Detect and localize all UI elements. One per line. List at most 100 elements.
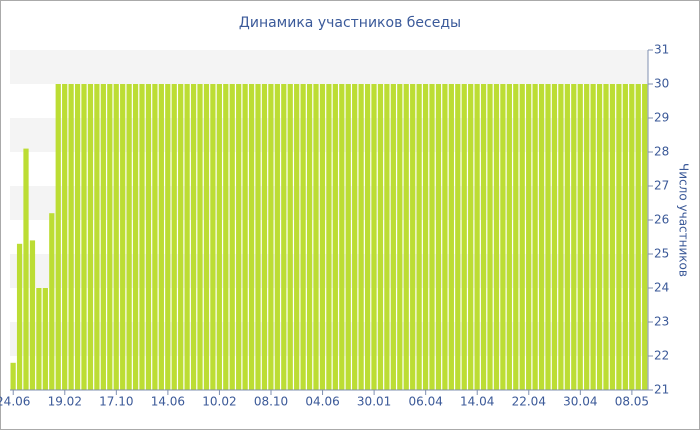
bar (352, 84, 358, 390)
bar (171, 84, 177, 390)
bar (577, 84, 583, 390)
bar (513, 84, 519, 390)
bar (236, 84, 242, 390)
bar (326, 84, 332, 390)
bar (203, 84, 210, 390)
bar (384, 84, 390, 390)
bar (178, 84, 184, 390)
bar (120, 84, 126, 390)
bar (616, 84, 622, 390)
bar (49, 213, 55, 390)
y-tick-label: 26 (654, 213, 669, 227)
bar (145, 84, 152, 390)
x-tick-label: 14.06 (151, 395, 185, 409)
bar (622, 84, 628, 390)
bar (55, 84, 61, 390)
bar (377, 84, 384, 390)
bar (410, 84, 416, 390)
bar (487, 84, 493, 390)
x-tick-label: 30.01 (357, 395, 391, 409)
bar (190, 84, 197, 390)
y-tick-label: 21 (654, 383, 669, 397)
bar (216, 84, 222, 390)
bar (500, 84, 506, 390)
bar (113, 84, 119, 390)
y-tick-label: 23 (654, 315, 669, 329)
bar (545, 84, 551, 390)
bar (468, 84, 474, 390)
bar (564, 84, 570, 390)
bar (16, 243, 23, 390)
bar (87, 84, 94, 390)
x-tick-label: 24.06 (0, 395, 30, 409)
x-tick-label: 30.04 (563, 395, 597, 409)
bar (526, 84, 532, 390)
x-tick-label: 22.04 (512, 395, 546, 409)
bar (139, 84, 145, 390)
bar (397, 84, 403, 390)
bar (403, 84, 409, 390)
bar (364, 84, 371, 390)
bar (68, 84, 74, 390)
bar (455, 84, 461, 390)
bar (422, 84, 429, 390)
bar (62, 84, 68, 390)
bar (642, 84, 648, 390)
bar (571, 84, 577, 390)
bar (416, 84, 422, 390)
bar (448, 84, 454, 390)
bar (339, 84, 345, 390)
bar (538, 84, 545, 390)
bar (242, 84, 248, 390)
bar (23, 148, 29, 390)
bar (480, 84, 487, 390)
bar (255, 84, 261, 390)
x-tick-label: 14.04 (460, 395, 494, 409)
bar (596, 84, 603, 390)
bar (390, 84, 396, 390)
x-tick-label: 06.04 (408, 395, 442, 409)
grid-band (10, 50, 648, 84)
x-tick-label: 08.10 (254, 395, 288, 409)
bar (319, 84, 326, 390)
bar (609, 84, 616, 390)
x-tick-label: 17.10 (99, 395, 133, 409)
bar (126, 84, 132, 390)
bar (152, 84, 158, 390)
y-tick-label: 24 (654, 281, 669, 295)
bar (635, 84, 641, 390)
y-tick-label: 30 (654, 77, 669, 91)
bar (268, 84, 274, 390)
bar (603, 84, 609, 390)
y-tick-label: 29 (654, 111, 669, 125)
bar (461, 84, 467, 390)
bar (74, 84, 81, 390)
y-tick-label: 28 (654, 145, 669, 159)
bar (313, 84, 319, 390)
bar (551, 84, 558, 390)
bar (519, 84, 525, 390)
bar (261, 84, 268, 390)
x-tick-label: 10.02 (202, 395, 236, 409)
bar (42, 288, 48, 390)
bar (345, 84, 351, 390)
bar (165, 84, 171, 390)
bar (132, 84, 139, 390)
bar (197, 84, 203, 390)
bar (358, 84, 364, 390)
bar (493, 84, 500, 390)
bar (435, 84, 442, 390)
bar (281, 84, 287, 390)
bar (532, 84, 538, 390)
bar (223, 84, 229, 390)
bar (184, 84, 190, 390)
bar (94, 84, 100, 390)
bar (506, 84, 512, 390)
bar (248, 84, 255, 390)
bar (100, 84, 106, 390)
bar (210, 84, 216, 390)
y-axis-label: Число участников (677, 163, 691, 277)
x-tick-label: 19.02 (48, 395, 82, 409)
bar (371, 84, 377, 390)
